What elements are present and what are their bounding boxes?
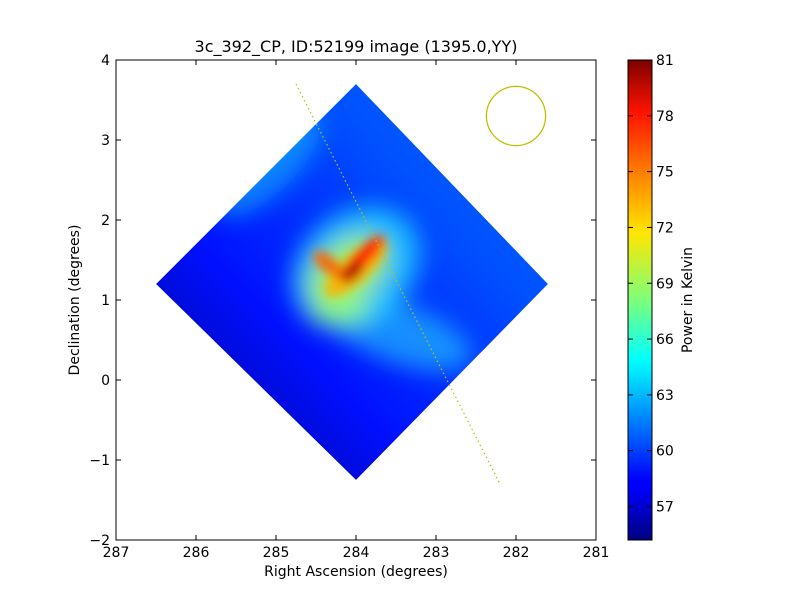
x-tick-label: 284 [343,545,370,561]
x-tick-label: 285 [263,545,290,561]
y-axis: −2 −1 0 1 2 3 4 [89,53,596,549]
heatmap-image [156,84,548,480]
x-axis-label: Right Ascension (degrees) [264,564,448,580]
y-tick-label: −1 [89,453,110,469]
scan-line [295,83,501,485]
x-tick-label: 281 [583,545,610,561]
x-tick-label: 282 [503,545,530,561]
x-axis: 287 286 285 284 283 282 281 [103,60,610,561]
colorbar-tick-label: 78 [656,109,674,125]
colorbar-ticks: 57 60 63 66 69 72 75 78 81 [628,53,674,516]
colorbar-tick-label: 69 [656,276,674,292]
y-tick-label: 0 [101,373,110,389]
heatmap-core [313,250,343,278]
chart-title: 3c_392_CP, ID:52199 image (1395.0,YY) [195,37,518,57]
y-tick-label: 2 [101,213,110,229]
colorbar-tick-label: 72 [656,220,674,236]
y-tick-label: 1 [101,293,110,309]
y-axis-label: Declination (degrees) [67,225,83,376]
x-tick-label: 287 [103,545,130,561]
heatmap-blob [310,298,370,326]
colorbar-tick-label: 60 [656,444,674,460]
beam-circle [485,85,547,147]
y-tick-label: −2 [89,533,110,549]
colorbar-tick-label: 75 [656,165,674,181]
colorbar-tick-label: 81 [656,53,674,69]
y-tick-label: 3 [101,133,110,149]
colorbar-tick-label: 63 [656,388,674,404]
y-tick-label: 4 [101,53,110,69]
colorbar [627,59,653,541]
x-tick-label: 286 [183,545,210,561]
heatmap-core [340,261,364,283]
colorbar-tick-label: 66 [656,332,674,348]
colorbar-tick-label: 57 [656,500,674,516]
colorbar-label: Power in Kelvin [680,247,696,353]
x-tick-label: 283 [423,545,450,561]
